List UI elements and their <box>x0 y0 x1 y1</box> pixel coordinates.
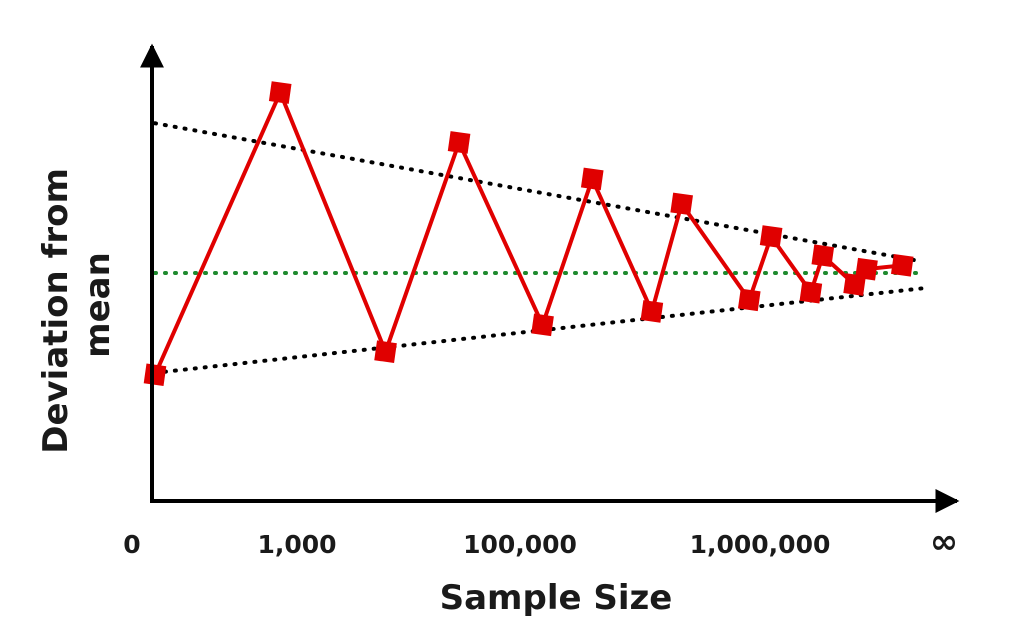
x-tick-label: 1,000,000 <box>690 530 831 559</box>
x-tick-labels: 0 1,000 100,000 1,000,000 ∞ <box>123 522 958 562</box>
data-point <box>374 340 397 364</box>
reference-line-2 <box>153 286 925 375</box>
data-point <box>737 288 761 312</box>
reference-line-1 <box>153 121 925 264</box>
data-point <box>268 81 292 104</box>
x-tick-label: 0 <box>123 530 140 559</box>
y-axis-title: Deviation from mean <box>36 156 118 454</box>
y-axis-title-line-1: Deviation from <box>36 168 76 454</box>
x-tick-label: ∞ <box>930 522 958 562</box>
data-point <box>759 225 783 248</box>
data-point <box>811 244 835 268</box>
data-point <box>799 280 823 304</box>
data-point <box>143 363 167 387</box>
data-point <box>531 313 554 337</box>
point-layer <box>143 81 914 387</box>
data-point <box>843 273 866 296</box>
x-tick-label: 1,000 <box>257 530 336 559</box>
x-axis-title: Sample Size <box>440 578 673 618</box>
series-line <box>153 90 903 376</box>
data-point <box>891 254 914 277</box>
data-point <box>640 300 664 323</box>
data-point <box>447 131 471 154</box>
data-point <box>670 192 693 216</box>
data-point <box>855 257 878 281</box>
series-line-layer <box>153 90 903 376</box>
reference-lines <box>153 121 925 375</box>
data-point <box>580 167 604 191</box>
x-tick-label: 100,000 <box>463 530 577 559</box>
y-axis-title-line-2: mean <box>78 252 118 358</box>
